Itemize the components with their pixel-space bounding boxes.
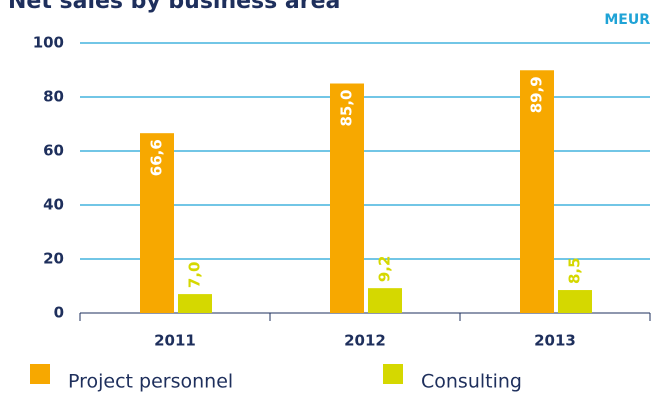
legend-label: Consulting	[421, 371, 522, 393]
y-tick-label: 100	[33, 34, 64, 52]
value-label: 66,6	[148, 139, 166, 176]
legend-swatch	[383, 364, 403, 384]
legend-label: Project personnel	[68, 371, 233, 393]
x-tick-label: 2011	[154, 332, 196, 350]
bar	[558, 290, 592, 313]
y-tick-label: 20	[43, 250, 64, 268]
x-tick-label: 2013	[534, 332, 576, 350]
y-tick-label: 60	[43, 142, 64, 160]
bar	[140, 133, 174, 313]
value-label: 89,9	[528, 76, 546, 113]
legend-swatch	[30, 364, 50, 384]
x-tick-label: 2012	[344, 332, 386, 350]
bar	[330, 83, 364, 313]
chart-title: Net sales by business area	[8, 0, 340, 14]
value-label: 8,5	[566, 257, 584, 284]
bar	[178, 294, 212, 313]
value-label: 85,0	[338, 90, 356, 127]
unit-label: MEUR	[604, 12, 650, 28]
bar	[520, 70, 554, 314]
value-label: 7,0	[186, 262, 204, 289]
y-tick-label: 40	[43, 196, 64, 214]
y-tick-label: 0	[54, 304, 64, 322]
bar	[368, 288, 402, 313]
y-tick-label: 80	[43, 88, 64, 106]
value-label: 9,2	[376, 256, 394, 283]
